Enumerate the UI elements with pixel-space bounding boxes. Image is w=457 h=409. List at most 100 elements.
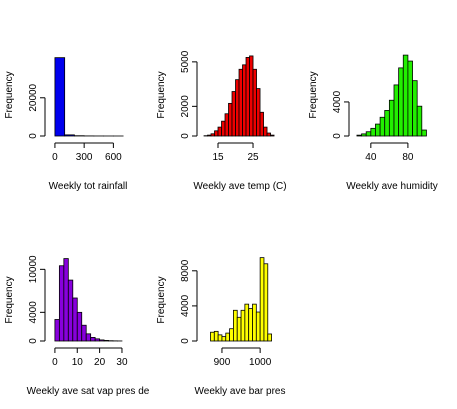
y-axis-label: Frequency	[156, 276, 167, 323]
bar	[266, 132, 271, 137]
bar	[63, 258, 69, 342]
bar	[398, 67, 404, 137]
bar	[256, 88, 261, 137]
x-tick-label: 600	[105, 152, 122, 163]
bar	[370, 127, 376, 137]
bar	[85, 333, 92, 342]
bar	[365, 131, 372, 137]
bar	[356, 134, 362, 137]
y-tick-label: 4000	[180, 294, 191, 317]
y-tick-label: 0	[332, 133, 343, 139]
bar	[210, 331, 215, 342]
bar	[214, 130, 219, 137]
bar	[388, 99, 395, 137]
bar	[259, 257, 265, 342]
bar	[72, 297, 78, 342]
bar	[210, 133, 215, 137]
bar	[252, 303, 257, 342]
y-tick-label: 0	[180, 133, 191, 139]
bar	[236, 316, 242, 342]
x-tick-label: 40	[365, 152, 377, 163]
bar	[416, 105, 423, 137]
bar	[384, 110, 390, 137]
x-tick-label: 0	[52, 357, 58, 368]
bar	[90, 337, 96, 342]
bar	[255, 311, 261, 342]
bar	[242, 64, 247, 137]
bar	[248, 308, 253, 342]
bar	[402, 54, 409, 137]
bar	[103, 340, 109, 342]
bar	[263, 126, 268, 137]
x-axis-label: Weekly ave bar pres	[195, 386, 286, 397]
bar	[64, 134, 75, 137]
x-axis-label: Weekly tot rainfall	[49, 181, 128, 192]
bar	[228, 102, 233, 137]
x-tick-label: 80	[402, 152, 414, 163]
x-tick-label: 20	[94, 357, 106, 368]
bar	[229, 328, 234, 342]
bar	[238, 68, 243, 137]
x-axis-label: Weekly ave temp (C)	[193, 181, 286, 192]
bar	[412, 80, 418, 137]
bar	[217, 126, 222, 137]
y-tick-label: 0	[180, 338, 191, 344]
x-tick-label: 30	[116, 357, 128, 368]
bar	[235, 79, 240, 137]
x-tick-label: 1000	[249, 357, 272, 368]
y-tick-label: 0	[28, 338, 39, 344]
x-tick-label: 10	[72, 357, 84, 368]
bar	[94, 338, 101, 342]
y-axis-label: Frequency	[156, 71, 167, 118]
bar	[221, 120, 226, 137]
x-tick-label: 25	[247, 152, 259, 163]
y-tick-label: 4000	[28, 301, 39, 324]
bar	[252, 68, 257, 137]
x-tick-label: 900	[214, 357, 231, 368]
x-tick-label: 0	[52, 152, 58, 163]
bar	[245, 57, 250, 137]
bar	[58, 265, 65, 342]
bar	[270, 134, 275, 137]
bar	[54, 319, 60, 342]
bar	[81, 324, 87, 342]
y-tick-label: 8000	[180, 259, 191, 282]
bar	[224, 113, 229, 137]
bar	[244, 303, 250, 342]
y-axis-label: Frequency	[4, 71, 15, 118]
bar	[259, 111, 264, 137]
bar	[393, 84, 400, 137]
bar	[267, 333, 272, 342]
bar	[67, 279, 74, 342]
bar	[263, 263, 269, 342]
bar	[225, 332, 230, 342]
bar	[221, 336, 227, 342]
y-tick-label: 2000	[180, 95, 191, 118]
bar	[361, 133, 367, 137]
y-tick-label: 5000	[180, 50, 191, 73]
bar	[231, 91, 236, 137]
x-tick-label: 300	[76, 152, 93, 163]
bar	[240, 309, 246, 342]
y-tick-label: 20000	[28, 83, 39, 111]
x-tick-label: 15	[212, 152, 224, 163]
y-tick-label: 10000	[28, 255, 39, 283]
x-axis-label: Weekly ave sat vap pres de	[27, 386, 150, 397]
bar	[99, 339, 105, 342]
bar	[207, 134, 212, 137]
bar	[379, 116, 386, 137]
bar	[407, 60, 413, 137]
y-axis-label: Frequency	[308, 71, 319, 118]
bar	[375, 123, 381, 137]
bar	[233, 309, 238, 342]
bar	[249, 55, 254, 137]
bar	[76, 311, 83, 342]
y-tick-label: 4000	[332, 90, 343, 113]
bar	[54, 57, 66, 137]
x-axis-label: Weekly ave humidity	[346, 181, 438, 192]
bar	[217, 334, 223, 342]
bar	[421, 129, 427, 137]
bar	[213, 330, 219, 342]
y-tick-label: 0	[28, 133, 39, 139]
